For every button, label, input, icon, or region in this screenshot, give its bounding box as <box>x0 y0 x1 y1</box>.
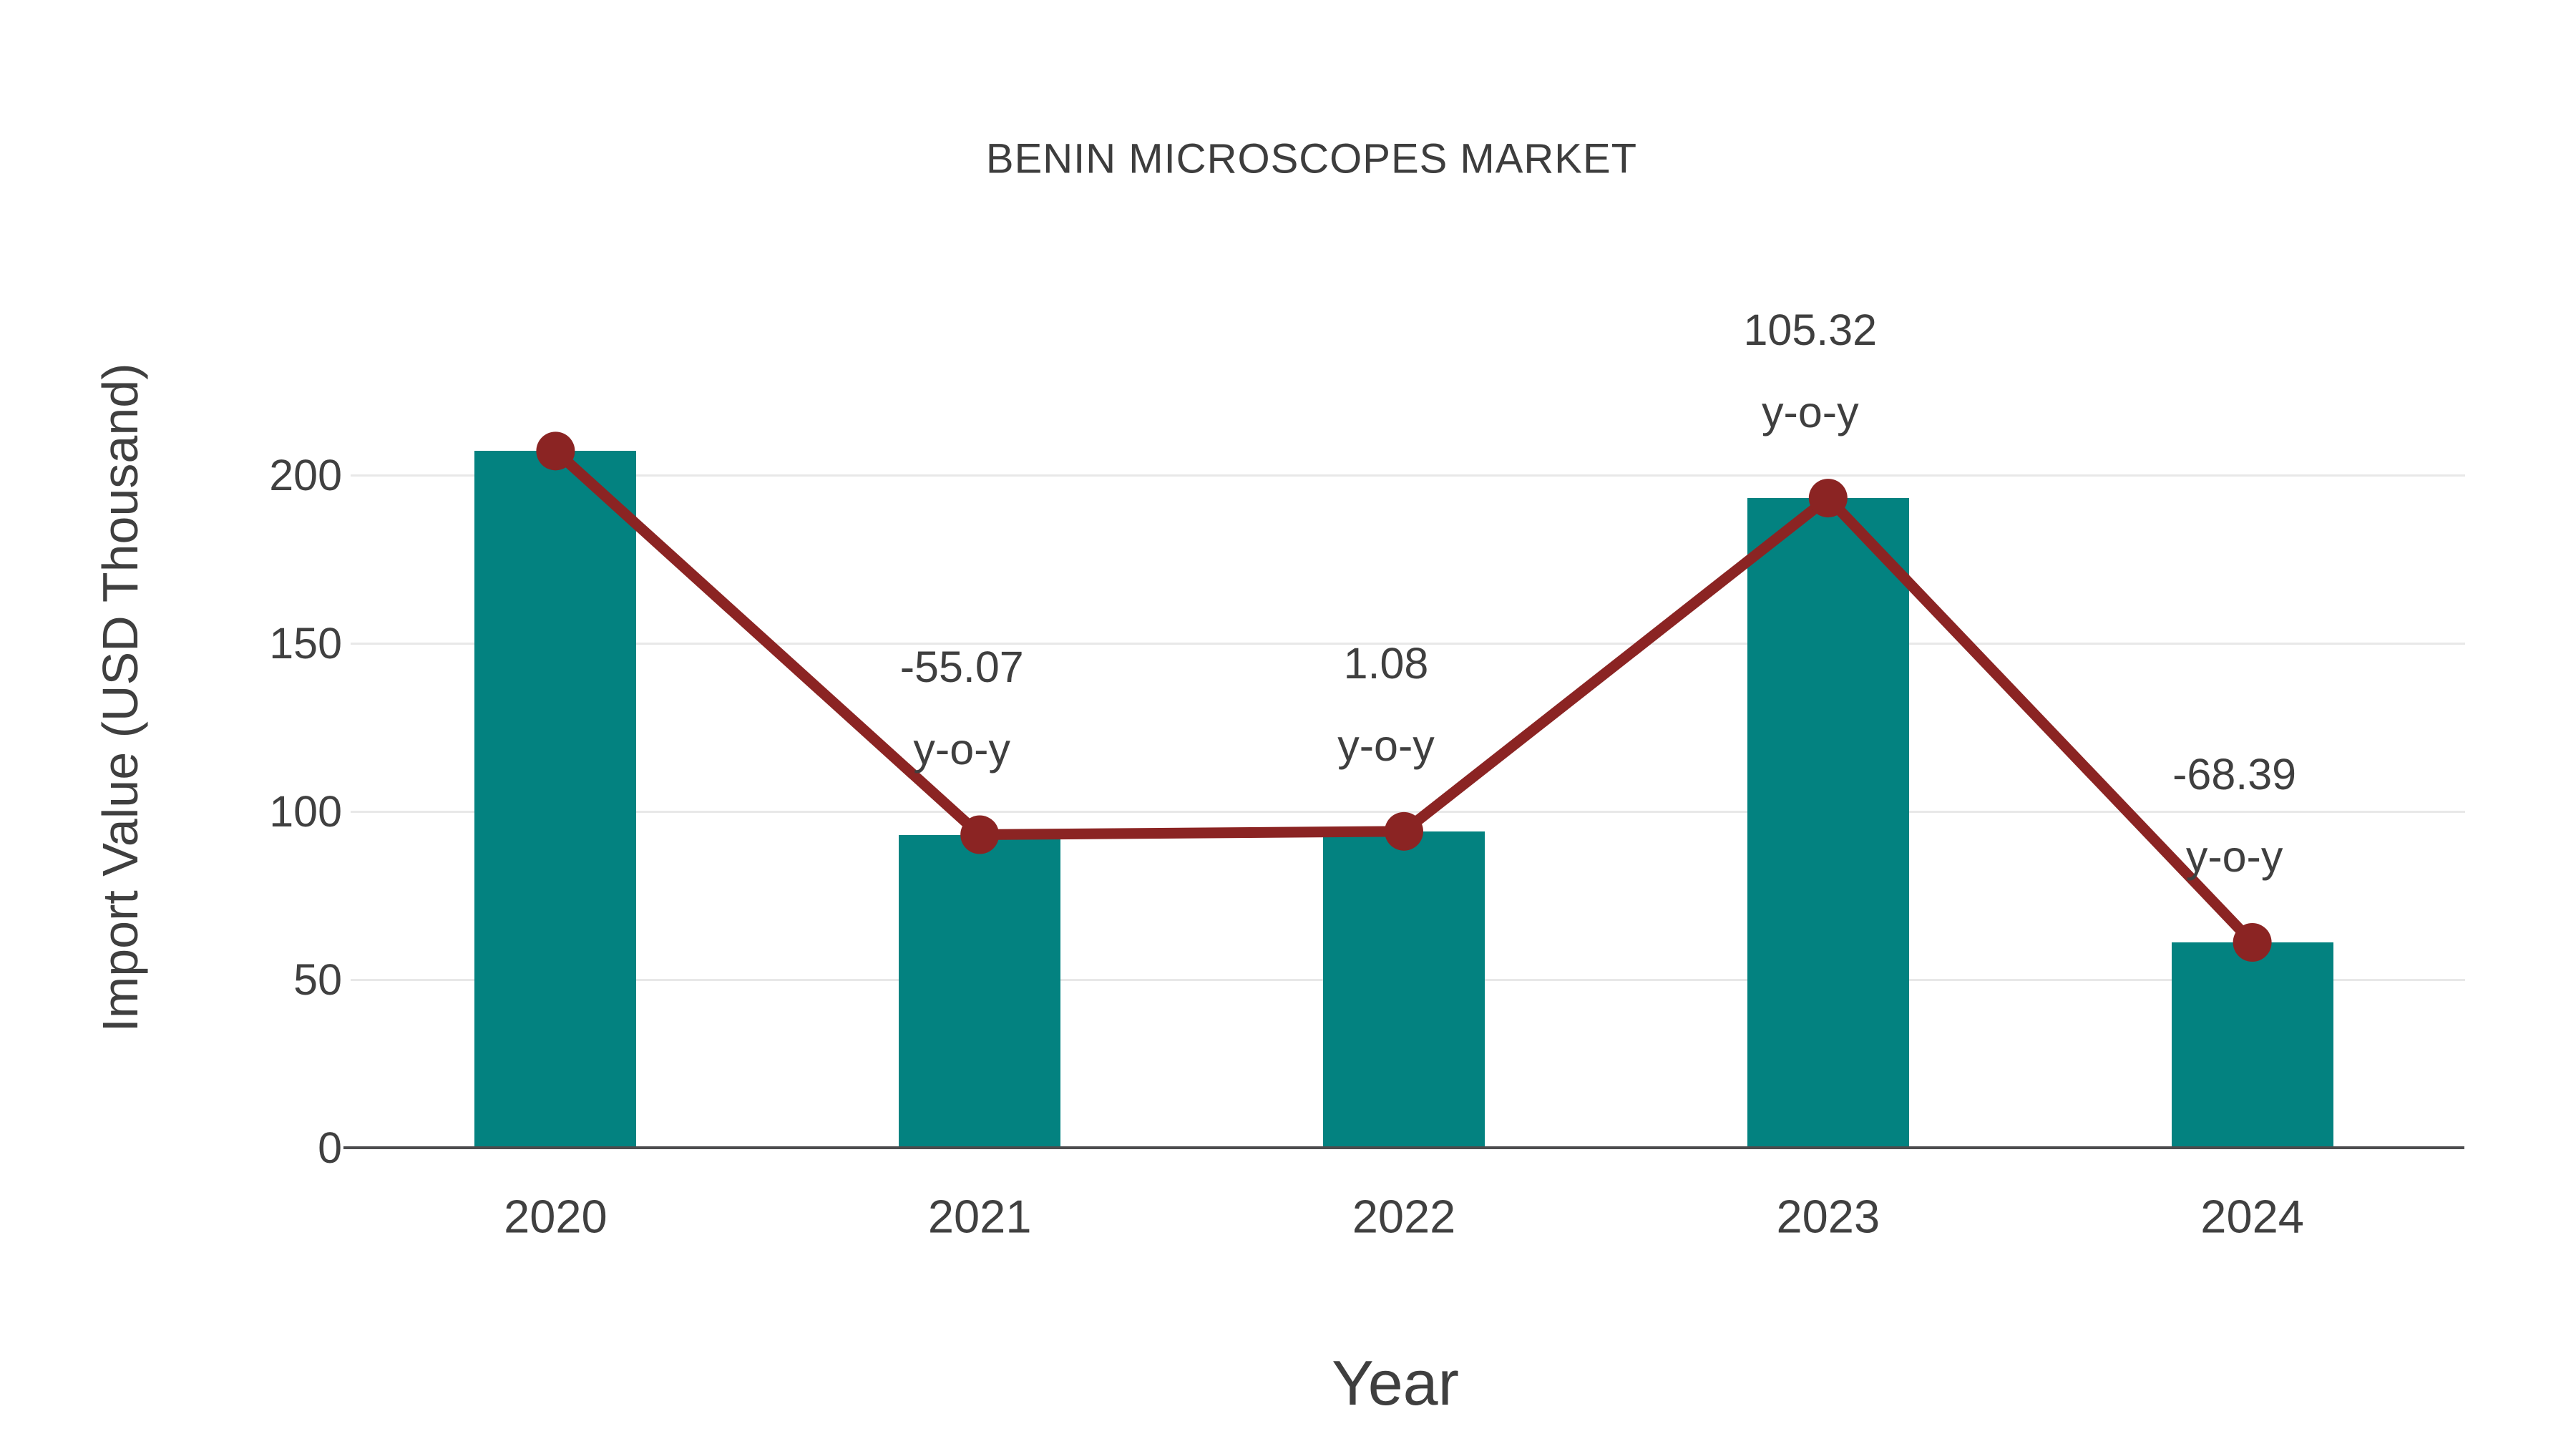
annotation-unit-2023: y-o-y <box>1762 388 1859 437</box>
annotation-unit-2021: y-o-y <box>913 724 1010 774</box>
y-tick-label-150: 150 <box>269 619 342 668</box>
y-tick-label-0: 0 <box>318 1123 342 1172</box>
annotation-unit-2024: y-o-y <box>2185 832 2283 882</box>
annotation-unit-2022: y-o-y <box>1337 721 1435 770</box>
x-tick-label-2020: 2020 <box>504 1190 608 1243</box>
annotation-value-2021: -55.07 <box>899 642 1024 691</box>
trend-marker-2023 <box>1808 479 1848 518</box>
x-axis-line <box>343 1146 2464 1149</box>
trend-marker-2021 <box>960 815 1000 854</box>
x-axis-title: Year <box>1332 1347 1459 1418</box>
bar-2024 <box>2171 942 2333 1148</box>
bar-2021 <box>899 834 1061 1148</box>
bar-2020 <box>474 451 637 1148</box>
x-tick-label-2021: 2021 <box>927 1190 1032 1243</box>
trend-marker-2022 <box>1385 811 1423 851</box>
gridline-200 <box>351 474 2465 477</box>
chart-title: BENIN MICROSCOPES MARKET <box>985 135 1638 182</box>
annotation-value-2022: 1.08 <box>1343 638 1429 688</box>
x-tick-label-2024: 2024 <box>2200 1190 2304 1243</box>
x-tick-label-2023: 2023 <box>1776 1190 1880 1243</box>
x-tick-label-2022: 2022 <box>1352 1190 1456 1243</box>
gridline-150 <box>351 642 2465 645</box>
trend-marker-2024 <box>2233 923 2272 962</box>
gridline-100 <box>351 810 2465 813</box>
y-tick-label-200: 200 <box>269 451 342 499</box>
annotation-value-2023: 105.32 <box>1743 306 1878 355</box>
bar-2023 <box>1747 498 1909 1148</box>
y-tick-label-50: 50 <box>293 955 342 1004</box>
annotation-value-2024: -68.39 <box>2172 750 2297 799</box>
bar-2022 <box>1323 831 1485 1148</box>
y-tick-label-100: 100 <box>269 787 342 836</box>
trend-line <box>552 447 2257 947</box>
trend-marker-2020 <box>536 431 575 471</box>
